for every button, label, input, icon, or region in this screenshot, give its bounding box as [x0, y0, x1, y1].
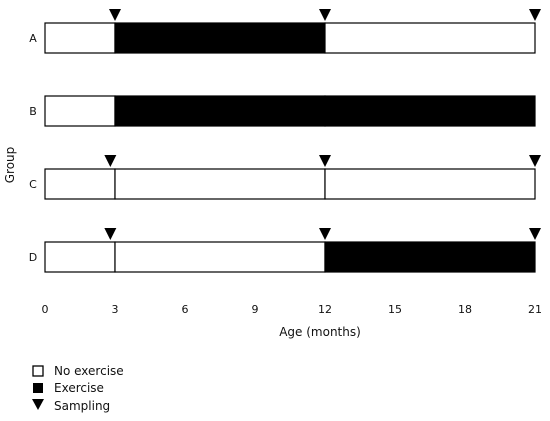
group-row-c: C: [29, 155, 541, 200]
x-tick-label: 15: [388, 303, 402, 316]
groups-layer: A B C D: [29, 9, 541, 273]
sampling-marker-c-2: [319, 155, 331, 167]
x-tick-label: 6: [182, 303, 189, 316]
legend-no-exercise-label: No exercise: [54, 364, 124, 378]
legend-exercise-label: Exercise: [54, 381, 104, 395]
group-row-d: D: [29, 228, 541, 273]
sampling-marker-d-3: [529, 228, 541, 240]
x-tick-labels: 0 3 6 9 12 15 18 21: [42, 303, 543, 316]
x-tick-label: 12: [318, 303, 332, 316]
sampling-marker-a-2: [319, 9, 331, 21]
legend-sampling-triangle-icon: [32, 399, 44, 410]
segment-c-3-no-exercise: [324, 168, 536, 200]
group-label-a: A: [29, 32, 37, 45]
group-label-b: B: [29, 105, 37, 118]
segment-a-3-no-exercise: [324, 22, 536, 54]
sampling-marker-c-1: [104, 155, 117, 167]
x-tick-label: 21: [528, 303, 542, 316]
x-axis-title: Age (months): [279, 325, 361, 339]
x-tick-label: 9: [252, 303, 259, 316]
x-tick-label: 3: [112, 303, 119, 316]
sampling-marker-c-3: [529, 155, 541, 167]
segment-d-3-exercise: [324, 241, 536, 273]
sampling-marker-a-3: [529, 9, 541, 21]
legend: No exercise Exercise Sampling: [32, 364, 124, 413]
segment-c-2-no-exercise: [114, 168, 326, 200]
segment-d-1-no-exercise: [44, 241, 116, 273]
group-label-d: D: [29, 251, 37, 264]
group-label-c: C: [29, 178, 37, 191]
segment-d-2-no-exercise: [114, 241, 326, 273]
sampling-marker-d-1: [104, 228, 117, 240]
segment-b-2-exercise: [114, 95, 326, 127]
sampling-marker-d-2: [319, 228, 331, 240]
segment-c-1-no-exercise: [44, 168, 116, 200]
legend-sampling-label: Sampling: [54, 399, 110, 413]
y-axis-title: Group: [3, 147, 17, 184]
segment-b-3-exercise: [324, 95, 536, 127]
segment-a-1-no-exercise: [44, 22, 116, 54]
x-tick-label: 18: [458, 303, 472, 316]
group-row-a: A: [29, 9, 541, 54]
group-row-b: B: [29, 95, 536, 127]
segment-a-2-exercise: [114, 22, 326, 54]
legend-exercise-swatch: [33, 383, 43, 393]
x-tick-label: 0: [42, 303, 49, 316]
segment-b-1-no-exercise: [44, 95, 116, 127]
legend-no-exercise-swatch: [32, 365, 44, 377]
sampling-marker-a-1: [109, 9, 121, 21]
